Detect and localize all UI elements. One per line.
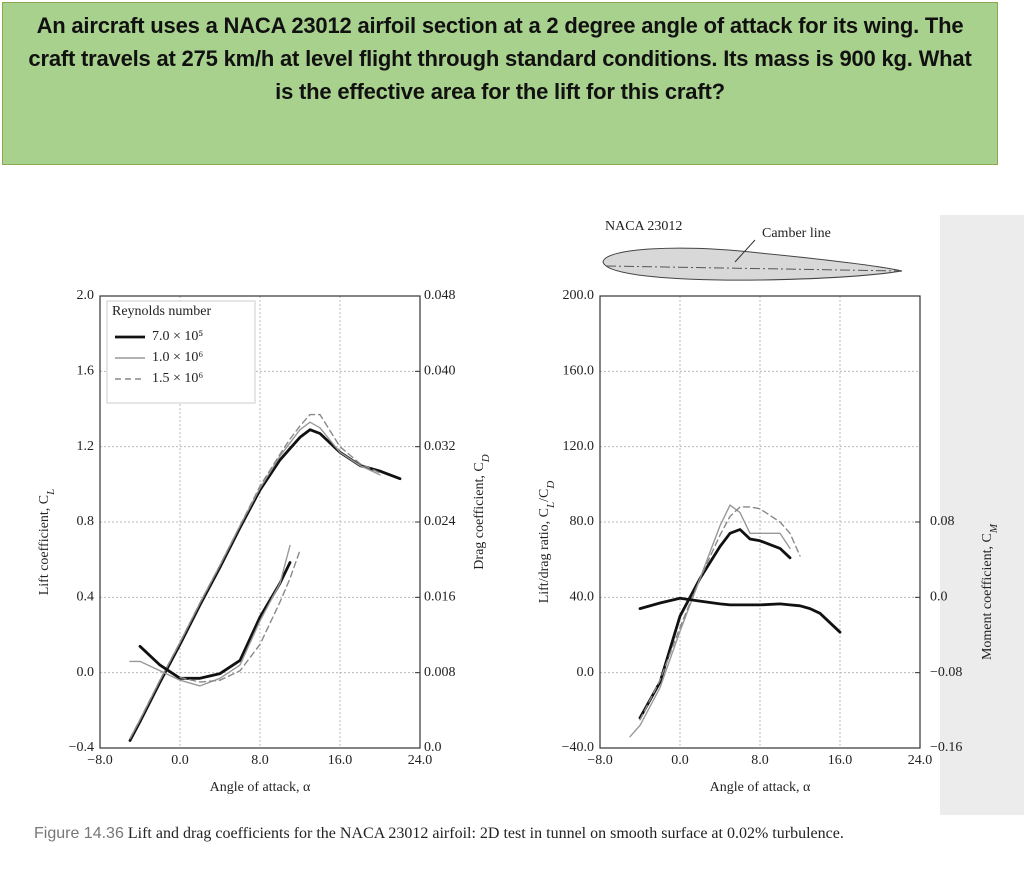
annotation: NACA 23012 xyxy=(605,219,682,234)
plot-frame xyxy=(599,295,921,749)
y2-tick-label: 0.032 xyxy=(424,439,456,454)
y-axis-title-part: D xyxy=(545,481,557,490)
series-line xyxy=(138,561,292,680)
x-tick-label: 16.0 xyxy=(328,753,353,768)
legend-box xyxy=(106,300,256,404)
x-tick-label: 8.0 xyxy=(751,753,769,768)
x-tick-label: −8.0 xyxy=(87,753,112,768)
airfoil-shape xyxy=(602,247,903,281)
y2-axis-title: Moment coefficient, CM xyxy=(980,523,999,660)
series-line xyxy=(129,421,381,740)
x-tick-label: 24.0 xyxy=(408,753,433,768)
legend-label: 7.0 × 10⁵ xyxy=(152,329,203,344)
x-tick-label: 8.0 xyxy=(251,753,269,768)
series-line xyxy=(629,504,791,738)
x-tick-label: 16.0 xyxy=(828,753,853,768)
y-axis-title-part: L xyxy=(45,489,57,496)
y-tick-label: 0.8 xyxy=(77,514,95,529)
camber-pointer xyxy=(734,239,756,263)
question-text: An aircraft uses a NACA 23012 airfoil se… xyxy=(28,13,972,104)
series-line xyxy=(179,549,301,683)
y-tick-label: 0.0 xyxy=(77,665,95,680)
y-axis-title: Lift coefficient, CL xyxy=(37,489,56,596)
y2-tick-label: 0.08 xyxy=(930,514,955,529)
y-tick-label: −40.0 xyxy=(562,740,594,755)
left-chart: −8.0 0.0 8.0 16.0 24.0 −0.4 0.0 0.4 0.8 1.2 1.6 2.0… xyxy=(37,288,491,795)
y-tick-label: 0.0 xyxy=(577,665,595,680)
y-axis-title-part: Lift/drag ratio, C xyxy=(537,508,552,603)
x-tick-label: 0.0 xyxy=(671,753,689,768)
y2-axis-title-part: M xyxy=(988,523,1000,534)
caption-text: Lift and drag coefficients for the NACA … xyxy=(127,825,844,842)
y-tick-label: 80.0 xyxy=(570,514,595,529)
legend-title: Reynolds number xyxy=(112,304,211,319)
y-tick-label: 2.0 xyxy=(77,288,95,303)
annotation: Camber line xyxy=(762,226,831,241)
y-axis-title-part: Lift coefficient, C xyxy=(37,495,52,595)
y2-axis-title-part: Drag coefficient, C xyxy=(472,462,487,569)
y-tick-label: 120.0 xyxy=(563,439,595,454)
y-tick-label: 200.0 xyxy=(563,288,595,303)
x-tick-label: −8.0 xyxy=(587,753,612,768)
right-chart: −8.0 0.0 8.0 16.0 24.0 −40.0 0.0 40.0 80.0 120.0 1… xyxy=(537,219,999,795)
series-line xyxy=(129,544,291,687)
page-shadow xyxy=(940,215,1024,815)
x-tick-label: 24.0 xyxy=(908,753,933,768)
y-tick-label: 160.0 xyxy=(563,364,595,379)
question-box: An aircraft uses a NACA 23012 airfoil se… xyxy=(2,2,998,165)
y-tick-label: 1.6 xyxy=(77,364,95,379)
x-tick-label: 0.0 xyxy=(171,753,189,768)
y2-tick-label: 0.016 xyxy=(424,590,456,605)
y2-tick-label: 0.0 xyxy=(424,740,442,755)
caption: Figure 14.36 Lift and drag coefficients … xyxy=(34,822,989,845)
legend-label: 1.5 × 10⁶ xyxy=(152,371,203,386)
y-tick-label: 1.2 xyxy=(77,439,95,454)
legend-label: 1.0 × 10⁶ xyxy=(152,350,203,365)
plot-frame xyxy=(99,295,421,749)
x-axis-title: Angle of attack, α xyxy=(710,780,811,795)
series-line xyxy=(639,506,801,721)
series-line xyxy=(638,596,842,634)
y2-tick-label: −0.08 xyxy=(930,665,962,680)
series-line xyxy=(128,428,402,742)
series-line xyxy=(638,528,792,720)
x-axis-title: Angle of attack, α xyxy=(210,780,311,795)
y-tick-label: 0.4 xyxy=(77,590,95,605)
y2-axis-title-part: Moment coefficient, C xyxy=(980,533,995,660)
y-tick-label: 40.0 xyxy=(570,590,595,605)
y2-tick-label: 0.048 xyxy=(424,288,456,303)
y2-axis-title: Drag coefficient, CD xyxy=(472,454,491,569)
y-axis-title-part: L xyxy=(545,502,557,509)
caption-label: Figure 14.36 xyxy=(34,825,124,842)
y2-axis-title-part: D xyxy=(480,454,492,463)
series-line xyxy=(129,413,381,740)
y2-tick-label: 0.024 xyxy=(424,514,456,529)
y2-tick-label: 0.040 xyxy=(424,364,456,379)
y2-tick-label: 0.0 xyxy=(930,590,948,605)
y-tick-label: −0.4 xyxy=(69,740,94,755)
y2-tick-label: 0.008 xyxy=(424,665,456,680)
y2-tick-label: −0.16 xyxy=(930,740,962,755)
camber-line xyxy=(605,265,901,272)
y-axis-title-part: /C xyxy=(537,489,552,502)
y-axis-title: Lift/drag ratio, CL/CD xyxy=(537,481,556,604)
